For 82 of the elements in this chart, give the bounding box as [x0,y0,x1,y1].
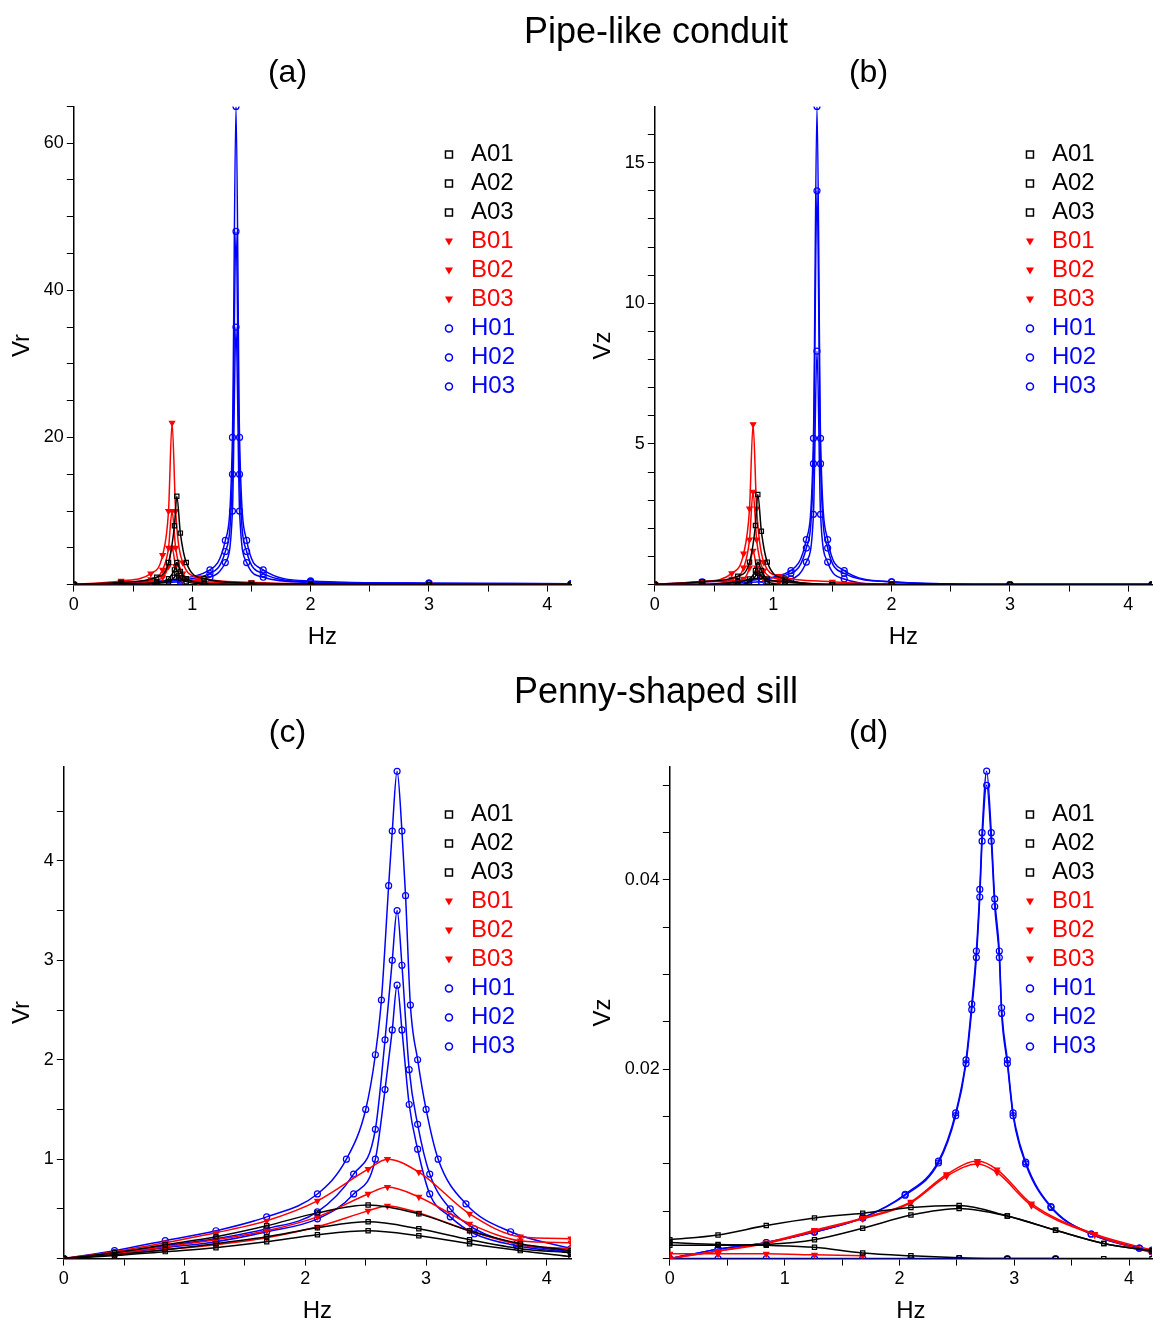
x-tick-label: 1 [187,594,198,615]
y-axis-title: Vz [588,998,616,1027]
y-tick-label: 10 [624,292,645,313]
x-tick-label: 3 [1004,594,1015,615]
x-tick-label: 1 [179,1268,190,1289]
y-tick-label: 0.04 [624,868,660,889]
y-tick-label: 15 [624,151,645,172]
y-tick-label: 40 [43,279,64,300]
legend-label: A01 [1051,139,1095,167]
legend-label: A02 [1051,828,1095,856]
legend-label: H02 [470,342,515,370]
x-axis-title: Hz [307,622,338,650]
x-tick-label: 3 [1009,1268,1020,1289]
y-axis-title: Vz [588,331,616,360]
x-tick-label: 2 [886,594,897,615]
x-tick-label: 0 [58,1268,69,1289]
x-tick-label: 1 [779,1268,790,1289]
y-tick-label: 4 [43,849,54,870]
x-tick-label: 3 [421,1268,432,1289]
legend-label: H01 [470,313,515,341]
x-tick-label: 0 [664,1268,675,1289]
y-tick-label: 20 [43,426,64,447]
chart-title: (a) [267,53,308,90]
legend-label: B01 [1051,226,1095,254]
x-tick-label: 2 [894,1268,905,1289]
x-tick-label: 3 [423,594,434,615]
text: Pipe-like conduit [523,10,789,51]
legend-label: B01 [470,226,514,254]
legend-label: A03 [1051,197,1095,225]
x-tick-label: 0 [649,594,660,615]
legend-label: A02 [1051,168,1095,196]
y-tick-label: 1 [43,1148,54,1169]
legend-label: A02 [470,828,514,856]
legend-label: B02 [1051,255,1095,283]
x-tick-label: 2 [300,1268,311,1289]
x-tick-label: 4 [542,594,553,615]
legend-label: H01 [1051,313,1096,341]
legend-label: B03 [1051,284,1095,312]
x-tick-label: 4 [1123,594,1134,615]
chart-title: (d) [848,713,889,750]
x-tick-label: 1 [768,594,779,615]
y-tick-label: 3 [43,949,54,970]
legend-label: A03 [470,197,514,225]
legend-label: B02 [470,915,514,943]
legend-label: H01 [470,973,515,1001]
y-axis-title: Vr [7,1000,35,1025]
legend-label: B02 [1051,915,1095,943]
x-axis-title: Hz [888,622,919,650]
legend-label: B03 [1051,944,1095,972]
legend-label: B01 [1051,886,1095,914]
legend-label: H02 [470,1002,515,1030]
x-tick-label: 4 [541,1268,552,1289]
legend-label: H03 [1051,371,1096,399]
chart-title: (b) [848,53,889,90]
legend-label: B01 [470,886,514,914]
legend-label: B03 [470,284,514,312]
x-axis-title: Hz [896,1296,926,1324]
x-tick-label: 0 [68,594,79,615]
y-tick-label: 60 [43,132,64,153]
y-tick-label: 0.02 [624,1058,660,1079]
legend-label: A01 [470,139,514,167]
legend-label: A01 [1051,799,1095,827]
legend-label: H03 [1051,1031,1096,1059]
legend-label: H03 [470,371,515,399]
legend-label: B03 [470,944,514,972]
legend-label: H02 [1051,342,1096,370]
legend-label: H03 [470,1031,515,1059]
text: Penny-shaped sill [513,670,799,711]
legend-label: A03 [1051,857,1095,885]
x-axis-title: Hz [302,1296,333,1324]
y-tick-label: 2 [43,1048,54,1069]
x-tick-label: 4 [1124,1268,1135,1289]
y-axis-title: Vr [7,333,35,358]
legend-label: H02 [1051,1002,1096,1030]
legend-label: B02 [470,255,514,283]
legend-label: A03 [470,857,514,885]
legend-label: A01 [470,799,514,827]
legend-label: H01 [1051,973,1096,1001]
chart-title: (c) [268,713,307,750]
y-tick-label: 5 [634,432,645,453]
x-tick-label: 2 [305,594,316,615]
legend-label: A02 [470,168,514,196]
